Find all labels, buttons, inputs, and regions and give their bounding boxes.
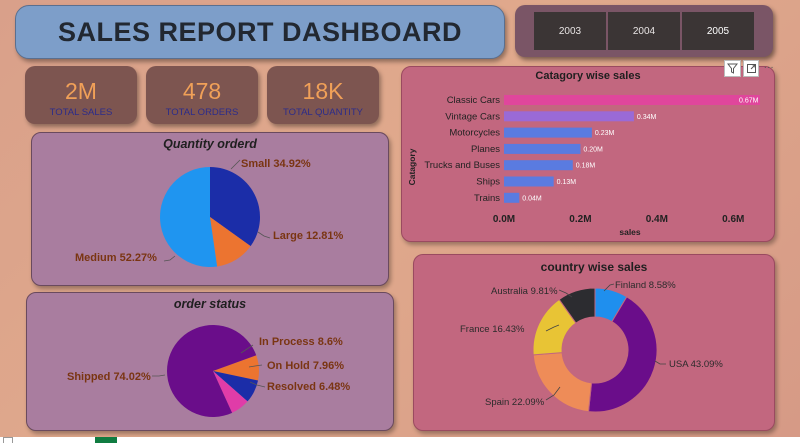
donut-slice-usa[interactable]: [587, 296, 658, 413]
category-bars: Classic Cars 0.67M Vintage Cars 0.34M Motorc…: [424, 95, 760, 204]
kpi-card-total-quantity: 18K TOTAL QUANTITY: [267, 66, 379, 124]
kpi-card-total-orders: 478 TOTAL ORDERS: [146, 66, 258, 124]
quantity-pie: [159, 167, 260, 267]
dashboard-title-box: SALES REPORT DASHBOARD: [15, 5, 505, 59]
category-label-vintage-cars: Vintage Cars: [445, 111, 500, 122]
category-bar-vintage-cars[interactable]: [504, 111, 634, 122]
quantity-ordered-panel: Quantity orderd Small 34.92% Large 12.81…: [31, 132, 389, 286]
pie-slice-large[interactable]: [210, 217, 251, 267]
category-value-planes: 0.20M: [583, 146, 603, 153]
category-value-trains: 0.04M: [522, 195, 542, 202]
donut-label-usa: USA 43.09%: [669, 359, 723, 370]
kpi-label: TOTAL QUANTITY: [282, 107, 364, 118]
category-bar-ships[interactable]: [504, 176, 554, 187]
year-option-2004[interactable]: 2004: [608, 12, 680, 50]
kpi-card-total-sales: 2M TOTAL SALES: [25, 66, 137, 124]
kpi-value: 2M: [65, 78, 97, 104]
kpi-label: TOTAL ORDERS: [165, 107, 239, 118]
country-chart-title: country wise sales: [540, 260, 648, 274]
pie-label-in-process: In Process 8.6%: [259, 336, 343, 348]
category-label-ships: Ships: [476, 177, 500, 188]
category-value-ships: 0.13M: [557, 179, 577, 186]
donut-label-australia: Australia 9.81%: [491, 286, 558, 297]
kpi-value: 478: [182, 78, 222, 104]
more-options-icon[interactable]: ···: [763, 61, 774, 73]
dashboard-title: SALES REPORT DASHBOARD: [57, 16, 463, 47]
sheet-tab-strip: [0, 437, 800, 443]
pie-label-medium: Medium 52.27%: [75, 252, 157, 264]
category-label-classic-cars: Classic Cars: [447, 95, 501, 106]
category-ticks: 0.0M 0.2M 0.4M 0.6M: [493, 214, 744, 225]
x-tick-label: 0.2M: [569, 214, 591, 225]
filter-icon[interactable]: [724, 60, 741, 77]
kpi-value: 18K: [302, 78, 344, 104]
category-label-motorcycles: Motorcycles: [449, 128, 500, 139]
sales-axis-title: sales: [619, 227, 641, 237]
order-status-panel: order status In Process 8.6% On Hold 7.9…: [26, 292, 394, 431]
year-option-2003[interactable]: 2003: [534, 12, 606, 50]
focus-mode-icon[interactable]: [742, 60, 760, 77]
category-sales-panel: Catagory wise sales Catagory Classic Car…: [401, 66, 775, 242]
category-bar-motorcycles[interactable]: [504, 127, 592, 138]
donut-label-spain: Spain 22.09%: [485, 397, 545, 408]
pie-label-small: Small 34.92%: [241, 158, 311, 170]
category-value-classic-cars: 0.67M: [739, 98, 759, 105]
donut-label-finland: Finland 8.58%: [615, 280, 676, 291]
pie-slice-in-process[interactable]: [213, 355, 260, 381]
sheet-tab-active[interactable]: [95, 437, 117, 443]
category-value-motorcycles: 0.23M: [595, 130, 615, 137]
pie-label-large: Large 12.81%: [273, 230, 344, 242]
country-donut: [532, 287, 658, 413]
category-value-trucks-and-buses: 0.18M: [576, 163, 596, 170]
pie-label-shipped: Shipped 74.02%: [67, 371, 151, 383]
x-tick-label: 0.4M: [646, 214, 668, 225]
pie-label-resolved: Resolved 6.48%: [267, 381, 350, 393]
pie-slice-shipped[interactable]: [167, 325, 257, 417]
x-tick-label: 0.6M: [722, 214, 744, 225]
pie-label-on-hold: On Hold 7.96%: [267, 360, 344, 372]
kpi-label: TOTAL SALES: [49, 107, 113, 118]
category-chart-title: Catagory wise sales: [535, 70, 641, 82]
category-bar-classic-cars[interactable]: [504, 95, 760, 105]
status-pie: [167, 325, 260, 417]
sheet-nav-icon[interactable]: [3, 437, 13, 443]
category-label-trains: Trains: [474, 193, 500, 204]
year-option-2005[interactable]: 2005: [682, 12, 754, 50]
pie-slice-medium[interactable]: [159, 167, 218, 267]
year-slicer: 2003 2004 2005: [515, 5, 773, 57]
category-bar-trucks-and-buses[interactable]: [504, 160, 573, 171]
country-sales-panel: country wise sales Finland 8.58% USA 43.…: [413, 254, 775, 431]
category-label-planes: Planes: [471, 144, 500, 155]
x-tick-label: 0.0M: [493, 214, 515, 225]
category-bar-trains[interactable]: [504, 192, 520, 203]
visual-header-icons: ···: [724, 60, 776, 77]
pie-slice-on-hold[interactable]: [213, 371, 259, 402]
category-value-vintage-cars: 0.34M: [637, 114, 657, 121]
pie-slice-resolved[interactable]: [213, 371, 248, 413]
donut-label-france: France 16.43%: [460, 324, 525, 335]
status-chart-title: order status: [173, 297, 247, 311]
category-axis-title: Catagory: [407, 148, 417, 185]
pie-slice-small[interactable]: [210, 167, 260, 247]
category-bar-planes[interactable]: [504, 143, 581, 154]
donut-slice-australia[interactable]: [558, 287, 596, 324]
quantity-chart-title: Quantity orderd: [163, 137, 257, 151]
category-label-trucks-and-buses: Trucks and Buses: [424, 160, 500, 171]
